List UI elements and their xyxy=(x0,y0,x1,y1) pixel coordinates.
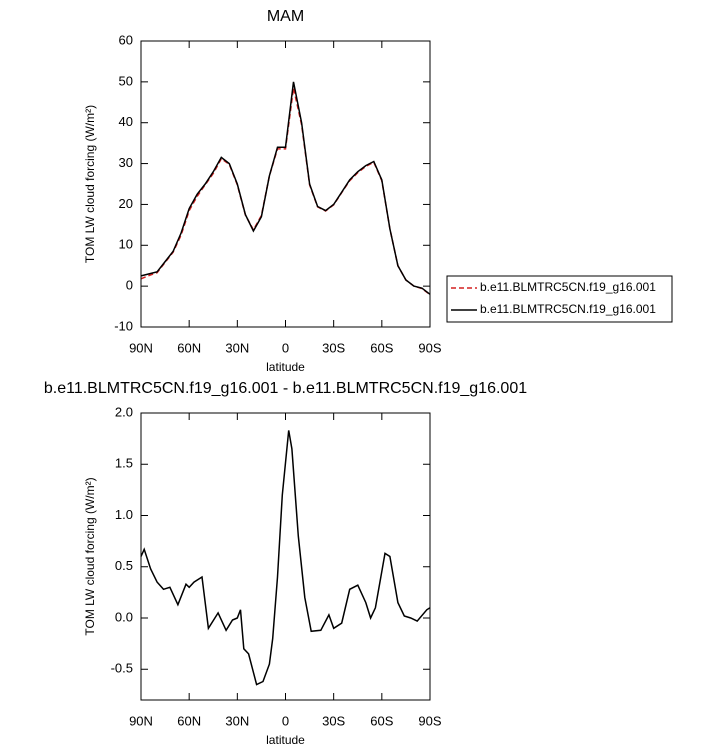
y-tick-label: 1.5 xyxy=(115,456,133,471)
x-tick-label: 90S xyxy=(418,340,441,355)
y-tick-label: 60 xyxy=(119,32,133,47)
chart-title: b.e11.BLMTRC5CN.f19_g16.001 - b.e11.BLMT… xyxy=(44,380,527,397)
y-tick-label: -0.5 xyxy=(111,661,133,676)
x-tick-label: 60N xyxy=(177,713,201,728)
y-tick-label: 40 xyxy=(119,114,133,129)
data-line xyxy=(140,81,431,295)
y-tick-label: 1.0 xyxy=(115,507,133,522)
y-tick-label: 0.0 xyxy=(115,609,133,624)
x-tick-label: 30N xyxy=(225,340,249,355)
legend-label: b.e11.BLMTRC5CN.f19_g16.001 xyxy=(480,302,656,316)
plot-frame xyxy=(140,40,431,328)
legend-label: b.e11.BLMTRC5CN.f19_g16.001 xyxy=(480,280,656,294)
data-line xyxy=(140,87,431,296)
y-tick-label: 2.0 xyxy=(115,404,133,419)
y-tick-label: 50 xyxy=(119,73,133,88)
y-tick-label: 20 xyxy=(119,196,133,211)
x-tick-label: 60N xyxy=(177,340,201,355)
data-line xyxy=(140,430,431,686)
x-tick-label: 90N xyxy=(129,340,153,355)
x-tick-label: 0 xyxy=(282,340,289,355)
y-tick-label: 10 xyxy=(119,237,133,252)
x-axis-label: latitude xyxy=(266,733,305,747)
x-tick-label: 30N xyxy=(225,713,249,728)
legend-box xyxy=(446,275,673,323)
y-tick-label: 0.5 xyxy=(115,558,133,573)
x-tick-label: 0 xyxy=(282,713,289,728)
x-tick-label: 30S xyxy=(322,340,345,355)
y-axis-label: TOM LW cloud forcing (W/m²) xyxy=(83,105,97,263)
x-tick-label: 90N xyxy=(129,713,153,728)
x-tick-label: 90S xyxy=(418,713,441,728)
y-tick-label: 0 xyxy=(126,278,133,293)
y-axis-label: TOM LW cloud forcing (W/m²) xyxy=(83,477,97,635)
y-tick-label: 30 xyxy=(119,155,133,170)
x-axis-label: latitude xyxy=(266,360,305,374)
y-tick-label: -10 xyxy=(114,318,133,333)
chart-title: MAM xyxy=(267,8,304,25)
plot-frame xyxy=(140,412,431,701)
x-tick-label: 30S xyxy=(322,713,345,728)
x-tick-label: 60S xyxy=(370,713,393,728)
x-tick-label: 60S xyxy=(370,340,393,355)
